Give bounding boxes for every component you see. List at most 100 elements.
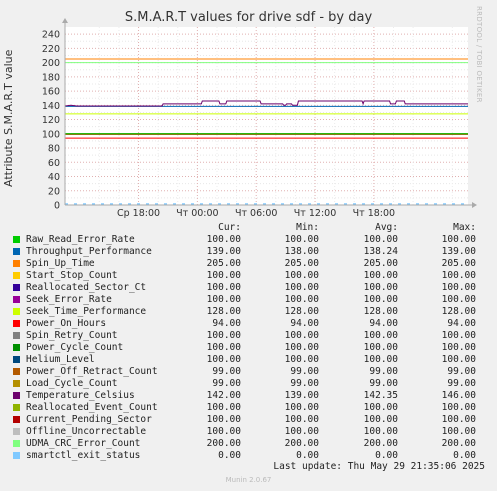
legend-value-max: 100.00	[441, 270, 476, 281]
legend-value-cur: 100.00	[206, 270, 241, 281]
legend-value-cur: 94.00	[212, 318, 241, 329]
legend-swatch	[13, 392, 20, 399]
legend-series-name: Load_Cycle_Count	[26, 378, 118, 389]
legend-value-max: 100.00	[441, 282, 476, 293]
legend-row: Power_On_Hours 94.00 94.00 94.00 94.00	[0, 318, 497, 330]
legend-value-avg: 100.00	[363, 342, 398, 353]
legend-value-max: 100.00	[441, 342, 476, 353]
legend-swatch	[13, 380, 20, 387]
y-tick-labels: 0 20 40 60 80 100 120 140 160 180 200 220 240	[42, 30, 60, 212]
legend-value-min: 99.00	[290, 378, 319, 389]
legend-value-min: 0.00	[296, 450, 319, 461]
legend-swatch	[13, 248, 20, 255]
legend-value-max: 100.00	[441, 414, 476, 425]
legend-row: Helium_Level 100.00 100.00 100.00 100.00	[0, 354, 497, 366]
legend-series-name: Spin_Retry_Count	[26, 330, 118, 341]
legend-value-max: 205.00	[441, 258, 476, 269]
x-tick-labels: Ср 18:00 Чт 00:00 Чт 06:00 Чт 12:00 Чт 18:00	[117, 208, 395, 219]
legend-value-avg: 100.00	[363, 282, 398, 293]
legend-value-avg: 99.00	[369, 378, 398, 389]
legend-swatch	[13, 284, 20, 291]
legend-value-cur: 100.00	[206, 282, 241, 293]
legend-row: UDMA_CRC_Error_Count 200.00 200.00 200.00 20…	[0, 438, 497, 450]
legend-row: Reallocated_Event_Count 100.00 100.00 100.0…	[0, 402, 497, 414]
legend-swatch	[13, 440, 20, 447]
legend-swatch	[13, 368, 20, 375]
legend-row: smartctl_exit_status 0.00 0.00 0.00 0.00	[0, 450, 497, 462]
legend-swatch	[13, 272, 20, 279]
legend-swatch	[13, 260, 20, 267]
axes	[62, 18, 477, 208]
legend-row: Power_Cycle_Count 100.00 100.00 100.00 100.0…	[0, 342, 497, 354]
legend-header-min: Min:	[296, 222, 319, 233]
legend-value-cur: 100.00	[206, 294, 241, 305]
legend-row: Load_Cycle_Count 99.00 99.00 99.00 99.00	[0, 378, 497, 390]
legend-value-max: 0.00	[453, 450, 476, 461]
legend-value-min: 100.00	[284, 426, 319, 437]
legend-value-max: 100.00	[441, 354, 476, 365]
legend-value-avg: 100.00	[363, 294, 398, 305]
legend-value-max: 100.00	[441, 402, 476, 413]
legend-value-min: 205.00	[284, 258, 319, 269]
legend-row: Spin_Retry_Count 100.00 100.00 100.00 100.00	[0, 330, 497, 342]
legend-value-cur: 100.00	[206, 330, 241, 341]
legend-value-cur: 100.00	[206, 426, 241, 437]
legend-row: Temperature_Celsius 142.00 139.00 142.35 146…	[0, 390, 497, 402]
legend-row: Spin_Up_Time 205.00 205.00 205.00 205.00	[0, 258, 497, 270]
legend-series-name: Current_Pending_Sector	[26, 414, 152, 425]
legend-swatch	[13, 404, 20, 411]
y-tick-label: 40	[48, 172, 60, 183]
x-tick-label: Чт 06:00	[235, 208, 277, 219]
legend-row: Offline_Uncorrectable 100.00 100.00 100.00 1…	[0, 426, 497, 438]
legend-value-avg: 142.35	[363, 390, 398, 401]
legend-value-min: 100.00	[284, 330, 319, 341]
legend-series-name: Throughput_Performance	[26, 246, 152, 257]
legend-value-min: 100.00	[284, 294, 319, 305]
legend-value-max: 99.00	[447, 366, 476, 377]
legend-row: Throughput_Performance 139.00 138.00 138.24…	[0, 246, 497, 258]
legend-swatch	[13, 416, 20, 423]
legend-series-name: smartctl_exit_status	[26, 450, 141, 461]
legend-swatch	[13, 356, 20, 363]
legend-value-avg: 100.00	[363, 330, 398, 341]
y-tick-label: 180	[42, 72, 60, 83]
legend-series-name: Temperature_Celsius	[26, 390, 135, 401]
legend-value-min: 100.00	[284, 354, 319, 365]
legend-value-max: 100.00	[441, 330, 476, 341]
legend-swatch	[13, 320, 20, 327]
legend-swatch	[13, 428, 20, 435]
legend-series-name: Helium_Level	[26, 354, 95, 365]
legend-header: Cur: Min: Avg: Max:	[0, 222, 497, 234]
x-axis-arrow	[472, 202, 477, 208]
legend-row: Reallocated_Sector_Ct 100.00 100.00 100.00 1…	[0, 282, 497, 294]
last-update: Last update: Thu May 29 21:35:06 2025	[273, 461, 485, 472]
legend-value-min: 139.00	[284, 390, 319, 401]
x-tick-label: Чт 12:00	[294, 208, 336, 219]
legend-value-cur: 100.00	[206, 414, 241, 425]
legend-value-min: 100.00	[284, 402, 319, 413]
legend-header-cur: Cur:	[218, 222, 241, 233]
y-tick-label: 120	[42, 115, 60, 126]
legend-value-avg: 100.00	[363, 270, 398, 281]
legend-value-min: 100.00	[284, 234, 319, 245]
legend-series-name: Start_Stop_Count	[26, 270, 118, 281]
y-tick-label: 140	[42, 101, 60, 112]
legend-series-name: Offline_Uncorrectable	[26, 426, 147, 437]
y-tick-label: 20	[48, 186, 60, 197]
legend-value-max: 128.00	[441, 306, 476, 317]
legend-value-avg: 100.00	[363, 354, 398, 365]
legend-value-min: 100.00	[284, 270, 319, 281]
y-axis-arrow	[62, 18, 68, 23]
legend-swatch	[13, 308, 20, 315]
y-tick-label: 240	[42, 30, 60, 41]
legend-value-max: 100.00	[441, 234, 476, 245]
legend-value-cur: 139.00	[206, 246, 241, 257]
y-tick-label: 220	[42, 44, 60, 55]
legend-series-name: Seek_Time_Performance	[26, 306, 147, 317]
y-tick-label: 60	[48, 158, 60, 169]
legend-row: Power_Off_Retract_Count 99.00 99.00 99.00 99…	[0, 366, 497, 378]
legend-value-cur: 200.00	[206, 438, 241, 449]
legend-swatch	[13, 236, 20, 243]
legend-row: Raw_Read_Error_Rate 100.00 100.00 100.00 100…	[0, 234, 497, 246]
legend-series-name: Reallocated_Event_Count	[26, 402, 158, 413]
